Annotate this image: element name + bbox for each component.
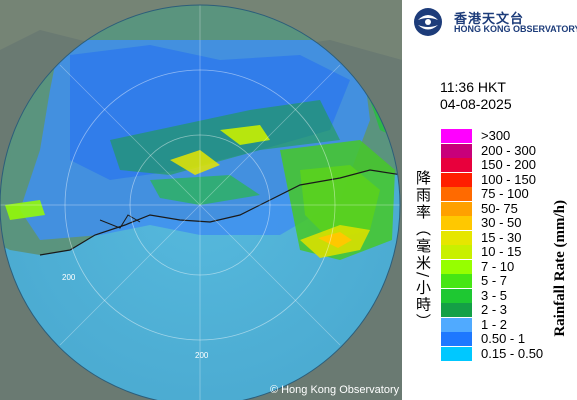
legend-swatch xyxy=(441,129,472,143)
copyright-text: Hong Kong Observatory xyxy=(281,384,400,396)
radar-map-svg: 200 200 xyxy=(0,0,402,400)
legend-label: 100 - 150 xyxy=(481,171,536,187)
coastline xyxy=(39,169,400,256)
org-name-zh: 香港天文台 xyxy=(454,12,525,27)
legend-swatch xyxy=(441,288,472,303)
hko-logo: 香港天文台 HONG KONG OBSERVATORY xyxy=(412,6,577,38)
legend-swatch xyxy=(441,216,472,230)
legend-label: 50- 75 xyxy=(481,200,518,216)
legend-title-en: Rainfall Rate (mm/h) xyxy=(552,200,568,337)
legend-swatch xyxy=(441,158,472,172)
copyright-symbol: © xyxy=(270,384,279,396)
range-ring-label-west: 200 xyxy=(62,273,76,282)
range-ring-label-south: 200 xyxy=(195,351,209,360)
legend-label: 2 - 3 xyxy=(481,302,508,317)
legend-swatch xyxy=(441,274,472,288)
copyright-notice: © Hong Kong Observatory xyxy=(270,384,399,396)
legend-label: 7 - 10 xyxy=(481,258,515,274)
legend-label: 75 - 100 xyxy=(481,186,529,201)
org-name-en: HONG KONG OBSERVATORY xyxy=(454,24,577,34)
radar-map: 200 200 © Hong Kong Observatory xyxy=(0,0,402,400)
legend-swatch xyxy=(441,201,472,216)
legend-label: 0.50 - 1 xyxy=(481,331,526,346)
legend-label: 0.15 - 0.50 xyxy=(481,345,544,361)
legend-swatch xyxy=(441,317,472,332)
legend-label: 30 - 50 xyxy=(481,215,522,230)
observation-date: 04-08-2025 xyxy=(440,96,512,112)
legend-label: 3 - 5 xyxy=(481,287,508,303)
legend-label: >300 xyxy=(481,128,511,143)
legend-swatch xyxy=(441,259,472,274)
legend-label: 5 - 7 xyxy=(481,273,508,288)
legend-label: 10 - 15 xyxy=(481,244,522,259)
legend-label: 1 - 2 xyxy=(481,316,508,332)
legend-swatch xyxy=(441,143,472,158)
legend-title-zh: 降雨率（毫米/小時） xyxy=(414,170,432,331)
legend-swatch xyxy=(441,230,472,245)
legend-label: 15 - 30 xyxy=(481,229,522,245)
hko-emblem-icon xyxy=(414,8,442,36)
legend-swatch xyxy=(441,303,472,317)
legend-swatch xyxy=(441,187,472,201)
legend-label: 200 - 300 xyxy=(481,142,536,158)
legend-swatch xyxy=(441,245,472,259)
legend-swatch xyxy=(441,332,472,346)
legend-swatch xyxy=(441,172,472,187)
observation-time: 11:36 HKT xyxy=(440,79,506,95)
info-panel: 香港天文台 HONG KONG OBSERVATORY 11:36 HKT 04… xyxy=(402,0,577,400)
legend-label: 150 - 200 xyxy=(481,157,536,172)
legend-swatch xyxy=(441,346,472,361)
